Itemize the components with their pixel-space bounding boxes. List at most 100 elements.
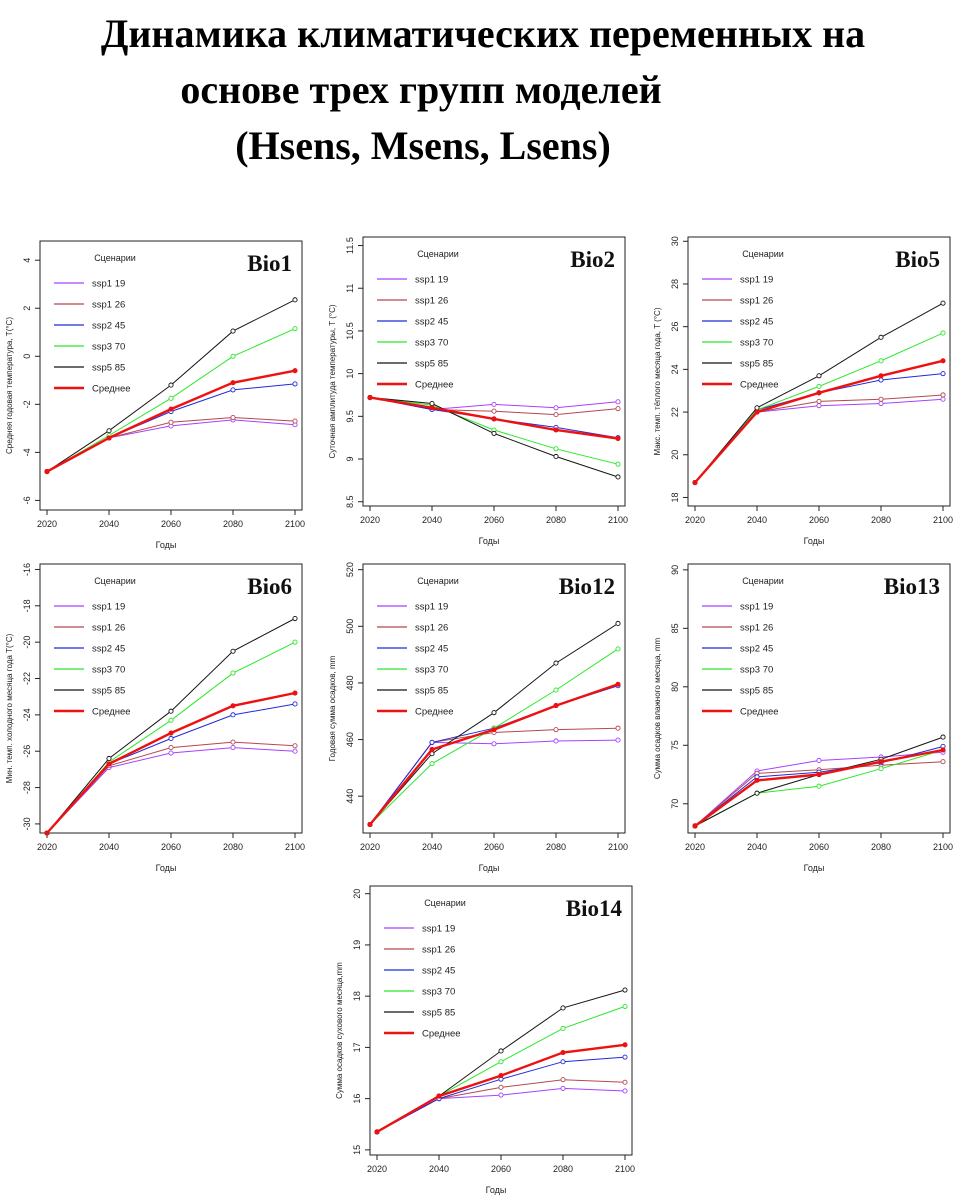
data-point-ssp1-19 [491,741,497,747]
data-point-ssp5-85 [168,708,174,714]
data-point-ssp1-19 [553,738,559,744]
data-point-ssp2-45 [168,735,174,742]
data-point-среднее [44,830,50,836]
data-point-ssp2-45 [878,377,884,383]
legend-label-ssp5-85: ssp5 85 [422,1008,455,1019]
data-point-ssp2-45 [230,712,236,718]
y-tick-label: 2 [22,306,32,311]
y-tick-label: 10.5 [345,322,355,340]
data-point-ssp5-85 [560,1005,566,1011]
chart-title: Bio12 [559,574,615,599]
data-point-среднее [553,427,559,433]
y-tick-label: -20 [22,636,32,649]
x-axis-label: Годы [486,1185,507,1195]
x-tick-label: 2060 [484,515,504,525]
x-axis-label: Годы [156,863,177,873]
data-point-среднее [106,435,112,441]
data-point-ssp1-26 [292,418,298,424]
x-tick-label: 2060 [809,515,829,525]
series-line-ssp5-85 [46,618,296,834]
chart-title: Bio1 [247,251,292,276]
data-point-ssp5-85 [491,430,497,436]
chart-svg: -30 -28 -26 -24 -22 -20 -18 -16 2020 2040 2060 2080… [5,563,305,873]
series-line-ssp5-85 [369,623,619,825]
data-point-ssp5-85 [230,328,236,334]
data-point-ssp5-85 [878,334,884,340]
title-line-3: (Hsens, Msens, Lsens) [235,123,611,168]
series-line-ssp3-70 [376,1005,626,1133]
data-point-ssp1-19 [498,1092,504,1098]
legend-title: Сценарии [417,576,459,586]
y-tick-label: -30 [22,817,32,830]
legend-title: Сценарии [94,253,136,263]
legend-label-ssp5-85: ssp5 85 [740,686,773,697]
legend-label-среднее: Среднее [92,707,131,718]
data-point-среднее [491,416,497,422]
chart-title: Bio5 [895,247,940,272]
data-point-ssp3-70 [553,687,559,693]
series-line-среднее [369,683,619,826]
legend-label-ssp1-19: ssp1 19 [415,602,448,613]
data-point-среднее [374,1129,380,1135]
legend-label-ssp2-45: ssp2 45 [92,644,125,655]
legend-label-среднее: Среднее [415,380,454,391]
x-tick-label: 2020 [685,515,705,525]
y-tick-label: -6 [22,496,32,504]
legend-label-ssp5-85: ssp5 85 [415,359,448,370]
data-point-среднее [367,394,373,401]
legend-label-ssp2-45: ssp2 45 [422,966,455,977]
y-tick-label: 22 [670,407,680,417]
plot-frame [687,236,951,507]
data-point-ssp1-26 [553,412,559,418]
data-point-ssp2-45 [622,1054,628,1060]
chart-svg: 18 20 22 24 26 28 30 2020 2040 2060 2080 2100 Годы Ма… [653,236,953,546]
y-tick-label: 10 [345,369,355,379]
x-tick-label: 2080 [223,519,243,529]
data-point-ssp3-70 [292,639,298,645]
data-point-среднее [754,409,760,415]
data-point-среднее [940,747,946,753]
title-line-2: основе трех групп моделей [180,67,662,112]
data-point-ssp1-19 [168,750,174,756]
x-axis-label: Годы [479,536,500,546]
data-point-ssp3-70 [615,461,621,467]
x-tick-label: 2060 [809,842,829,852]
legend-label-ssp2-45: ssp2 45 [740,644,773,655]
data-point-ssp1-26 [498,1084,504,1090]
legend-title: Сценарии [742,576,784,586]
x-axis-label: Годы [156,540,177,550]
legend-label-ssp3-70: ssp3 70 [92,665,125,676]
legend-title: Сценарии [417,249,459,259]
x-tick-label: 2020 [367,1164,387,1174]
data-point-ssp1-19 [292,748,298,754]
legend-label-среднее: Среднее [740,707,779,718]
y-tick-label: 80 [670,682,680,692]
y-tick-label: 20 [670,450,680,460]
y-tick-label: 20 [352,889,362,899]
data-point-ssp3-70 [292,326,298,332]
y-tick-label: 0 [22,354,32,359]
data-point-ssp2-45 [429,739,435,745]
data-point-среднее [436,1093,442,1099]
data-point-ssp2-45 [292,381,298,387]
data-point-ssp2-45 [292,701,298,707]
y-tick-label: -2 [22,400,32,408]
y-tick-label: 75 [670,740,680,750]
chart-bio6: -30 -28 -26 -24 -22 -20 -18 -16 2020 2040 2060 2080… [0,548,310,873]
x-tick-label: 2020 [360,842,380,852]
legend-label-ssp5-85: ssp5 85 [92,686,125,697]
data-point-ssp5-85 [816,373,822,379]
x-tick-label: 2080 [223,842,243,852]
y-tick-label: 90 [670,565,680,575]
legend-label-ssp1-26: ssp1 26 [415,623,448,634]
legend-label-ssp1-26: ssp1 26 [740,623,773,634]
data-point-среднее [615,435,621,442]
y-tick-label: 19 [352,940,362,950]
series-line-среднее [46,691,296,834]
data-point-ssp2-45 [940,371,946,377]
main-title: Динамика климатических переменных на осн… [0,6,966,174]
data-point-ssp2-45 [230,387,236,393]
x-tick-label: 2040 [422,515,442,525]
data-point-ssp3-70 [560,1025,566,1031]
